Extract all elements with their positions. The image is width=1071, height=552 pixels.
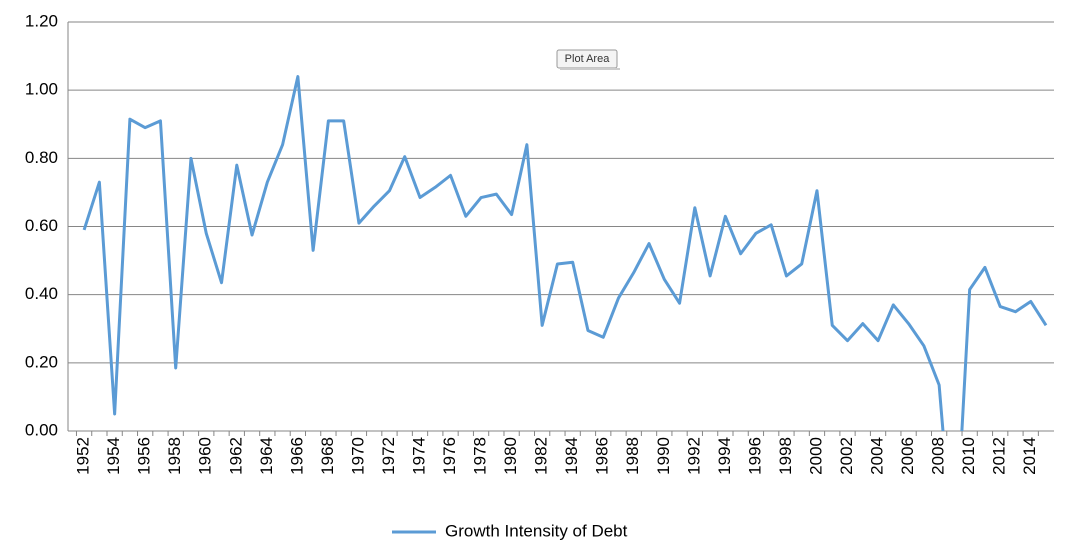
x-tick-label: 2002 — [837, 437, 856, 475]
x-tick-label: 1972 — [379, 437, 398, 475]
x-tick-label: 1978 — [471, 437, 490, 475]
x-tick-label: 1986 — [593, 437, 612, 475]
x-tick-label: 1980 — [501, 437, 520, 475]
x-tick-label: 2010 — [959, 437, 978, 475]
x-tick-label: 2012 — [990, 437, 1009, 475]
x-tick-label: 2004 — [868, 437, 887, 475]
x-tick-label: 1984 — [562, 437, 581, 475]
x-tick-label: 2008 — [929, 437, 948, 475]
y-tick-label: 1.00 — [25, 80, 58, 99]
x-tick-label: 1952 — [74, 437, 93, 475]
x-tick-label: 2006 — [898, 437, 917, 475]
data-line — [82, 75, 1048, 431]
x-tick-label: 1988 — [623, 437, 642, 475]
tooltip: Plot Area — [556, 49, 620, 70]
y-tick-label: 0.20 — [25, 352, 58, 371]
y-tick-label: 0.00 — [25, 420, 58, 439]
x-tick-label: 1976 — [440, 437, 459, 475]
x-tick-label: 1958 — [165, 437, 184, 475]
x-tick-label: 1992 — [684, 437, 703, 475]
x-tick-label: 1960 — [196, 437, 215, 475]
plot: 0.00 0.20 0.40 0.60 0.80 1.00 1.20 1952 1954 1956… — [25, 11, 1054, 540]
x-tick-label: 1990 — [654, 437, 673, 475]
x-tick-label: 1962 — [226, 437, 245, 475]
x-tick-label: 1966 — [287, 437, 306, 475]
x-tick-label: 1970 — [348, 437, 367, 475]
y-tick-label: 0.40 — [25, 284, 58, 303]
x-tick-label: 1982 — [532, 437, 551, 475]
x-tick-label: 1968 — [318, 437, 337, 475]
y-tick-label: 1.20 — [25, 11, 58, 30]
x-tick-label: 1974 — [409, 437, 428, 475]
x-tick-label: 1956 — [135, 437, 154, 475]
x-tick-label: 1954 — [104, 437, 123, 475]
x-tick-label: 1998 — [776, 437, 795, 475]
x-tick-label: 2000 — [806, 437, 825, 475]
x-tick-label: 1994 — [715, 437, 734, 475]
legend-label: Growth Intensity of Debt — [445, 521, 628, 540]
y-tick-label: 0.80 — [25, 148, 58, 167]
x-tick-label: 2014 — [1020, 437, 1039, 475]
x-tick-label: 1996 — [745, 437, 764, 475]
tooltip-text: Plot Area — [565, 53, 611, 65]
y-tick-label: 0.60 — [25, 216, 58, 235]
x-tick-label: 1964 — [257, 437, 276, 475]
tooltip-shadow — [560, 68, 620, 70]
